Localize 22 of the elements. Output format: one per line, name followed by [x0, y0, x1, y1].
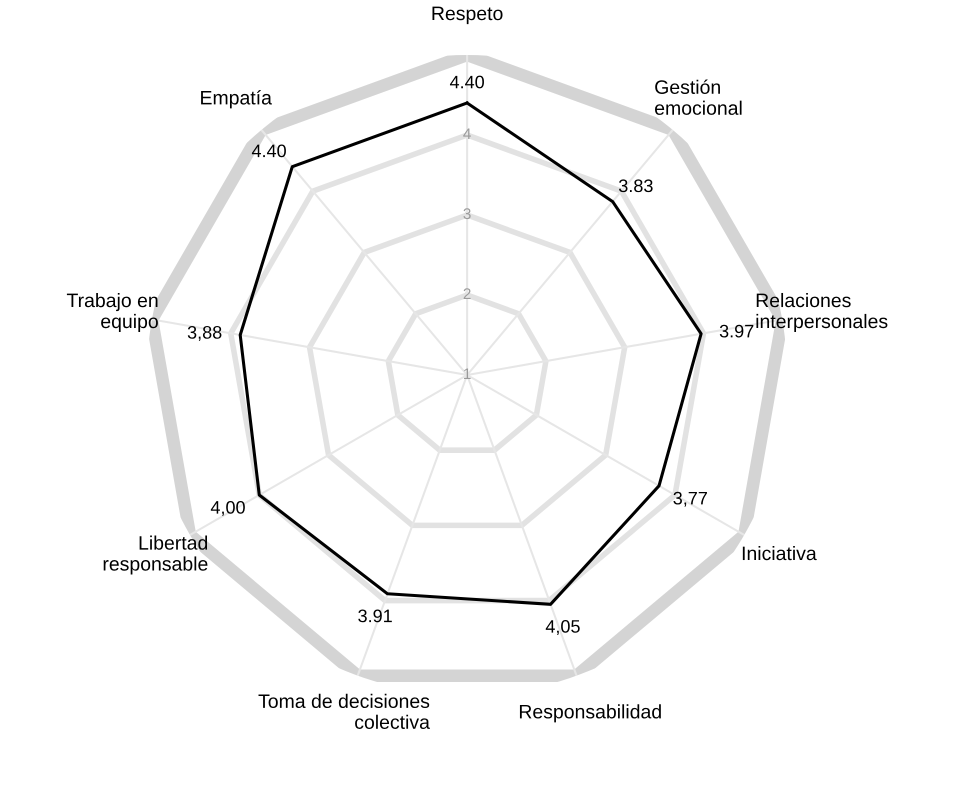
y-tick-label: 4: [463, 128, 471, 139]
spoke-label: Empatía: [201, 90, 272, 108]
spoke-label: Respeto: [432, 6, 503, 24]
data-label: 4.40: [252, 144, 286, 158]
spoke-label: Gestión emocional: [655, 79, 742, 115]
y-tick-label: 1: [464, 368, 471, 379]
y-tick-label: 2: [464, 288, 471, 299]
spoke-label: Iniciativa: [742, 546, 817, 560]
data-label: 3,77: [673, 492, 707, 507]
y-tick-label: 3: [463, 208, 471, 220]
data-label: 3,88: [188, 326, 222, 341]
data-label: 3.97: [720, 324, 754, 338]
spoke-label: Responsabilidad: [520, 704, 661, 722]
spoke-label: Libertad responsable: [104, 535, 208, 575]
data-label: 3.91: [358, 609, 392, 622]
data-label: 4,00: [210, 500, 245, 516]
data-label: 4.40: [450, 76, 484, 88]
spoke-label: Trabajo en equipo: [66, 292, 158, 332]
spoke-label: Toma de decisiones colectiva: [258, 694, 430, 729]
data-label: 4,05: [546, 620, 580, 635]
data-label: 3.83: [618, 179, 653, 192]
spoke-label: Relaciones interpersonales: [756, 292, 888, 332]
